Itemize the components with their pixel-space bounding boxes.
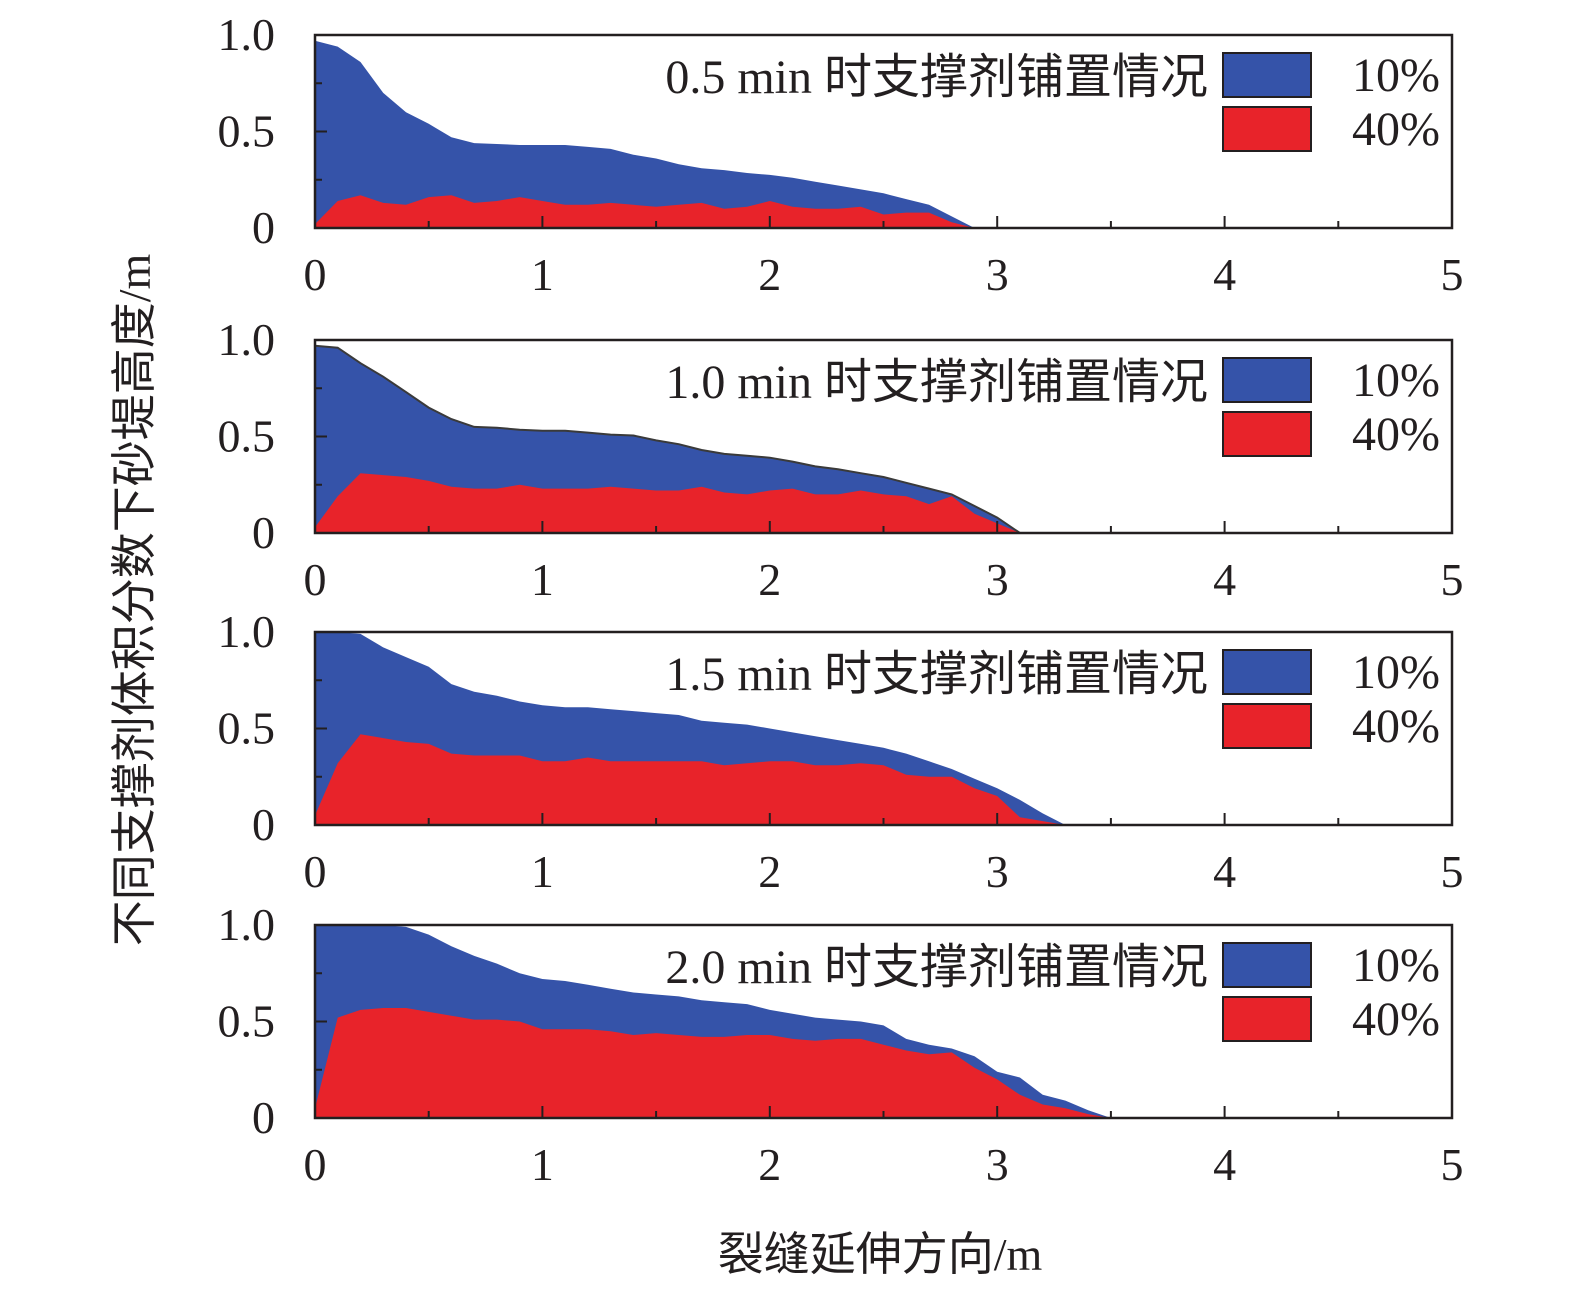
area-series-40pct xyxy=(315,734,1066,825)
x-tick-label: 2 xyxy=(758,249,781,300)
x-tick-label: 4 xyxy=(1213,249,1236,300)
x-tick-label: 1 xyxy=(531,1139,554,1190)
x-tick-label: 2 xyxy=(758,554,781,605)
legend-swatch-40pct xyxy=(1222,996,1312,1042)
y-tick-label: 0.5 xyxy=(218,411,276,462)
y-tick-label: 0.5 xyxy=(218,106,276,157)
area-series-40pct xyxy=(315,473,1020,533)
legend-swatch-40pct xyxy=(1222,106,1312,152)
x-tick-label: 0 xyxy=(304,846,327,897)
legend-label: 10% xyxy=(1352,49,1440,102)
legend-swatch-40pct xyxy=(1222,703,1312,749)
x-tick-label: 5 xyxy=(1441,249,1464,300)
x-tick-label: 3 xyxy=(986,1139,1009,1190)
legend: 10%40% xyxy=(1222,354,1440,461)
panel-title: 1.5 min 时支撑剂铺置情况 xyxy=(665,648,1208,701)
x-tick-label: 5 xyxy=(1441,554,1464,605)
y-axis-label: 不同支撑剂体积分数下砂堤高度/m xyxy=(109,254,160,947)
x-tick-label: 0 xyxy=(304,249,327,300)
chart-panel-2: 0 1 2 3 4 5 0 0.5 1.0 1.0 min 时支撑剂铺置情况 10%40% xyxy=(218,314,1464,605)
panel-title: 0.5 min 时支撑剂铺置情况 xyxy=(665,51,1208,104)
y-tick-label: 0 xyxy=(252,799,275,850)
y-tick-label: 1.0 xyxy=(218,314,276,365)
x-tick-label: 1 xyxy=(531,554,554,605)
area-series-10pct xyxy=(315,40,975,228)
x-tick-label: 1 xyxy=(531,846,554,897)
x-tick-label: 3 xyxy=(986,554,1009,605)
x-tick-label: 4 xyxy=(1213,554,1236,605)
x-tick-label: 0 xyxy=(304,554,327,605)
panel-title: 2.0 min 时支撑剂铺置情况 xyxy=(665,941,1208,994)
x-tick-label: 3 xyxy=(986,846,1009,897)
legend-swatch-40pct xyxy=(1222,411,1312,457)
y-tick-label: 0 xyxy=(252,507,275,558)
chart-panel-1: 0 1 2 3 4 5 0 0.5 1.0 0.5 min 时支撑剂铺置情况 10%40% xyxy=(218,9,1464,300)
y-tick-label: 1.0 xyxy=(218,9,276,60)
legend-swatch-10pct xyxy=(1222,942,1312,988)
x-tick-label: 2 xyxy=(758,1139,781,1190)
y-tick-label: 0.5 xyxy=(218,703,276,754)
area-series-10pct xyxy=(315,344,1021,533)
legend-label: 40% xyxy=(1352,408,1440,461)
y-tick-label: 1.0 xyxy=(218,606,276,657)
x-axis-label: 裂缝延伸方向/m xyxy=(718,1229,1043,1280)
chart-panels: 0 1 2 3 4 500.51.00.5 min 时支撑剂铺置情况 10%40%0 1 2 3 4… xyxy=(218,9,1464,1190)
x-tick-label: 5 xyxy=(1441,1139,1464,1190)
legend-swatch-10pct xyxy=(1222,52,1312,98)
legend: 10%40% xyxy=(1222,939,1440,1046)
x-tick-label: 0 xyxy=(304,1139,327,1190)
y-tick-label: 0 xyxy=(252,1092,275,1143)
legend: 10%40% xyxy=(1222,646,1440,753)
chart-panel-4: 0 1 2 3 4 5 0 0.5 1.0 2.0 min 时支撑剂铺置情况 10%40% xyxy=(218,899,1464,1190)
y-tick-label: 1.0 xyxy=(218,899,276,950)
x-tick-label: 1 xyxy=(531,249,554,300)
x-tick-label: 5 xyxy=(1441,846,1464,897)
legend: 10%40% xyxy=(1222,49,1440,156)
legend-label: 40% xyxy=(1352,993,1440,1046)
legend-label: 10% xyxy=(1352,354,1440,407)
y-tick-label: 0.5 xyxy=(218,996,276,1047)
x-tick-label: 4 xyxy=(1213,1139,1236,1190)
x-tick-label: 3 xyxy=(986,249,1009,300)
area-series-40pct xyxy=(315,195,975,228)
x-tick-label: 4 xyxy=(1213,846,1236,897)
chart-panel-3: 0 1 2 3 4 5 0 0.5 1.0 1.5 min 时支撑剂铺置情况 10%40% xyxy=(218,606,1464,897)
panel-title: 1.0 min 时支撑剂铺置情况 xyxy=(665,356,1208,409)
y-tick-label: 0 xyxy=(252,202,275,253)
area-series-40pct xyxy=(315,1008,1111,1118)
x-tick-label: 2 xyxy=(758,846,781,897)
legend-swatch-10pct xyxy=(1222,357,1312,403)
legend-label: 40% xyxy=(1352,103,1440,156)
legend-label: 40% xyxy=(1352,700,1440,753)
legend-swatch-10pct xyxy=(1222,649,1312,695)
legend-label: 10% xyxy=(1352,939,1440,992)
legend-label: 10% xyxy=(1352,646,1440,699)
